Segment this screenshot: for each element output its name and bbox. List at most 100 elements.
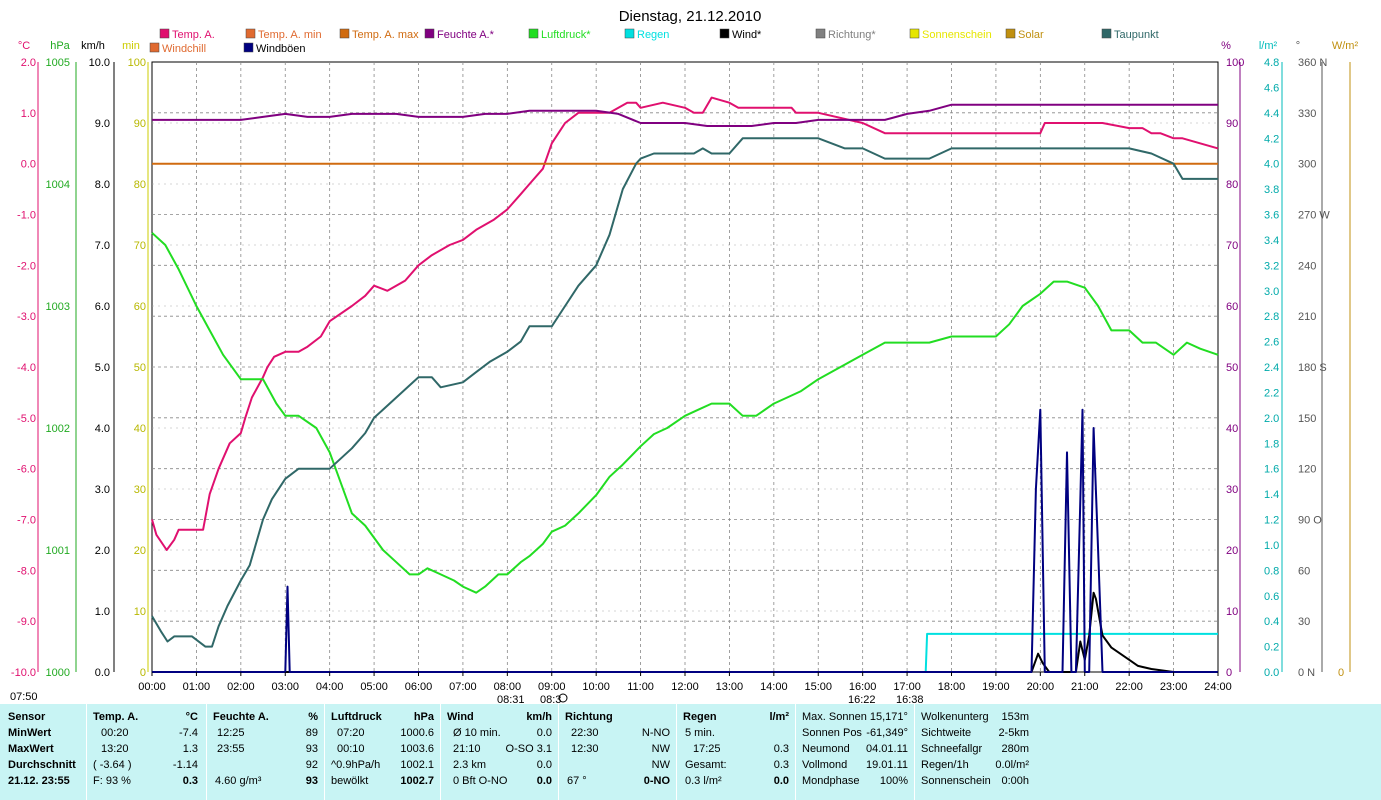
wind-max-time: 21:10	[453, 743, 481, 755]
axis-unit-pct: %	[1221, 40, 1231, 52]
tick-label-humidity: 70	[1226, 240, 1238, 252]
pressure-trend-value: 1002.1	[400, 759, 434, 771]
tick-label-wind: 6.0	[95, 301, 110, 313]
axis-unit-lm2: l/m²	[1259, 40, 1278, 52]
current-date: 21.12. 23:55	[8, 775, 70, 787]
tick-label-direction: 360 N	[1298, 57, 1327, 69]
x-tick-label: 01:00	[183, 681, 211, 693]
x-tick-label: 14:00	[760, 681, 788, 693]
x-tick-label: 21:00	[1071, 681, 1099, 693]
x-tick-label: 13:00	[716, 681, 744, 693]
temp-column: Temp. A. °C 00:20 -7.4 13:20 1.3 ( -3.64…	[87, 704, 207, 800]
series-line-7	[151, 137, 1218, 648]
plot-area	[151, 96, 1219, 673]
tick-label-temp: -10.0	[11, 667, 36, 679]
pressure-min-value: 1000.6	[400, 727, 434, 739]
tick-label-rain: 1.4	[1264, 489, 1279, 501]
axes: °C hPa km/h min% l/m² ° W/m² 2.0 1.0 0.0 -1.0 -2.0 -…	[11, 40, 1359, 679]
axis-unit-hpa: hPa	[50, 40, 70, 52]
rain-time-value: 0.3	[773, 743, 789, 755]
tick-label-pressure: 1004	[46, 179, 70, 191]
pressure-max-value: 1003.6	[400, 743, 434, 755]
rain-column: Regen l/m² 5 min. 17:25 0.3 Gesamt: 0.3 …	[677, 704, 796, 800]
minwert-label: MinWert	[8, 727, 52, 739]
sunset-time-2: 16:38	[896, 694, 924, 704]
pressure-unit: hPa	[413, 711, 434, 723]
temp-min-time: 00:20	[101, 727, 129, 739]
legend-label: Regen	[637, 29, 669, 41]
legend-swatch	[245, 28, 256, 39]
sunrise-label: 07:50	[10, 691, 38, 703]
tick-label-direction: 90 O	[1298, 515, 1322, 527]
tick-label-rain: 1.6	[1264, 464, 1279, 476]
x-axis: 00:00 01:00 02:00 03:00 04:00 05:00 06:00 07:00…	[10, 672, 1232, 704]
temp-avg-value: -1.14	[172, 759, 198, 771]
tick-label-rain: 3.2	[1264, 260, 1279, 272]
tick-label-humidity: 40	[1226, 423, 1238, 435]
legend-swatch	[528, 28, 539, 39]
wind-avg-label: Ø 10 min.	[453, 727, 501, 739]
tick-label-temp: -7.0	[17, 515, 36, 527]
legend-label: Windchill	[162, 43, 206, 55]
x-tick-label: 05:00	[360, 681, 388, 693]
pressure-current: 1002.7	[400, 775, 434, 787]
series-line-3	[151, 232, 1219, 594]
tick-label-sunshine: 100	[128, 57, 146, 69]
x-tick-label: 09:00	[538, 681, 566, 693]
legend-label: Taupunkt	[1114, 29, 1159, 41]
axis-unit-min: min	[122, 40, 140, 52]
x-tick-label: 04:00	[316, 681, 344, 693]
x-tick-label: 22:00	[1115, 681, 1143, 693]
astro-moonphase-value: 100%	[879, 775, 908, 787]
x-tick-label: 16:00	[849, 681, 877, 693]
tick-label-wind: 7.0	[95, 240, 110, 252]
tick-label-rain: 1.8	[1264, 438, 1279, 450]
humidity-column: Feuchte A. % 12:25 89 23:55 93 92 4.60 g…	[207, 704, 325, 800]
astro-fullmoon-label: Vollmond	[802, 759, 848, 771]
tick-label-humidity: 50	[1226, 362, 1238, 374]
tick-label-wind: 1.0	[95, 606, 110, 618]
legend-label: Luftdruck*	[541, 29, 591, 41]
humidity-absolute: 4.60 g/m³	[215, 775, 262, 787]
wind-run: 2.3 km	[453, 759, 487, 771]
tick-label-direction: 210	[1298, 311, 1316, 323]
tick-label-direction: 180 S	[1298, 362, 1327, 374]
chart-title: Dienstag, 21.12.2010	[619, 8, 762, 25]
tick-label-humidity: 90	[1226, 118, 1238, 130]
tick-label-pressure: 1003	[46, 301, 70, 313]
direction-header: Richtung	[565, 711, 613, 723]
weather-chart: Dienstag, 21.12.2010 Temp. A. Temp. A. mi…	[10, 8, 1359, 704]
temp-max-value: 1.3	[182, 743, 198, 755]
x-tick-label: 20:00	[1027, 681, 1055, 693]
tick-label-temp: -2.0	[17, 260, 36, 272]
tick-label-rain: 4.4	[1264, 108, 1279, 120]
humidity-max-time: 23:55	[217, 743, 245, 755]
humidity-unit: %	[308, 711, 318, 723]
tick-label-rain: 0.8	[1264, 565, 1279, 577]
wind-current: 0.0	[536, 775, 552, 787]
tick-label-rain: 0.0	[1264, 667, 1279, 679]
tick-label-rain: 4.2	[1264, 133, 1279, 145]
rain-interval: 5 min.	[685, 727, 715, 739]
direction-time-1: 22:30	[571, 727, 599, 739]
tick-label-temp: -6.0	[17, 464, 36, 476]
pressure-min-time: 07:20	[337, 727, 365, 739]
sensor-column: Sensor MinWert MaxWert Durchschnitt 21.1…	[0, 704, 87, 800]
tick-label-wind: 10.0	[89, 57, 110, 69]
pressure-trend: ^0.9hPa/h	[331, 759, 381, 771]
pressure-max-time: 00:10	[337, 743, 365, 755]
tick-label-wind: 3.0	[95, 484, 110, 496]
tick-label-solar: 0	[1338, 667, 1344, 679]
axis-unit-kmh: km/h	[81, 40, 105, 52]
sunshine-value: 0:00h	[1001, 775, 1029, 787]
tick-label-temp: -1.0	[17, 210, 36, 222]
tick-label-rain: 2.6	[1264, 337, 1279, 349]
tick-label-direction: 30	[1298, 616, 1310, 628]
tick-label-humidity: 60	[1226, 301, 1238, 313]
direction-degrees: 67 °	[567, 775, 587, 787]
tick-label-rain: 3.4	[1264, 235, 1279, 247]
tick-label-pressure: 1002	[46, 423, 70, 435]
sunrise-time-2: 08:3	[540, 694, 561, 704]
tick-label-direction: 330	[1298, 108, 1316, 120]
tick-label-temp: -5.0	[17, 413, 36, 425]
